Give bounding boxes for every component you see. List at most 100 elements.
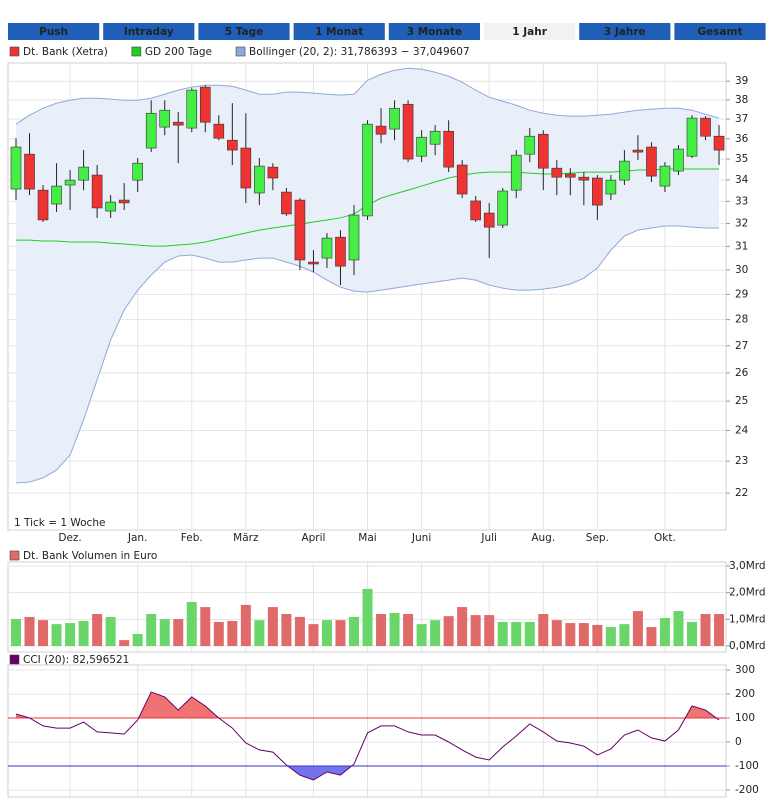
candle-body [145, 112, 157, 149]
volume-bar [227, 620, 238, 646]
volume-bar [294, 616, 305, 646]
y-tick-label: 200 [735, 688, 755, 700]
tab[interactable] [293, 23, 385, 40]
volume-bar [497, 622, 508, 646]
tab-label[interactable]: 1 Monat [315, 26, 363, 38]
volume-bar [65, 623, 76, 646]
tab-label[interactable]: 3 Monate [407, 26, 462, 38]
volume-bar [119, 640, 130, 646]
x-tick-label: Juli [480, 532, 497, 544]
y-tick-label: 0 [735, 736, 742, 748]
volume-bar [646, 627, 657, 646]
tab[interactable] [674, 23, 766, 40]
volume-bar [700, 614, 711, 646]
volume-bar [659, 618, 670, 646]
tab[interactable] [484, 23, 576, 40]
candle-body [700, 117, 711, 137]
candle-body [267, 166, 279, 179]
volume-bar [687, 622, 697, 646]
legend-swatch [235, 46, 246, 57]
y-tick-label: 30 [735, 264, 748, 276]
volume-bar [416, 624, 427, 646]
volume-bar [321, 620, 332, 646]
candle-body [443, 130, 454, 168]
y-tick-label: 39 [735, 75, 748, 87]
x-tick-label: Juni [411, 532, 431, 544]
candle-body [37, 189, 49, 221]
candle-body [375, 125, 387, 135]
x-tick-label: März [233, 532, 259, 544]
tab[interactable] [388, 23, 480, 40]
candle-body [132, 162, 143, 181]
x-tick-label: Feb. [181, 532, 203, 544]
note: 1 Tick = 1 Woche [14, 517, 105, 529]
tab-label[interactable]: 1 Jahr [512, 26, 547, 38]
volume-bar [11, 619, 21, 646]
x-tick-label: Okt. [654, 532, 676, 544]
legend-label: CCI (20): 82,596521 [23, 654, 129, 666]
candle-body [10, 146, 22, 190]
tab[interactable] [579, 23, 671, 40]
y-tick-label: 29 [735, 288, 748, 300]
legend-label: GD 200 Tage [145, 46, 212, 58]
legend-swatch [9, 550, 20, 561]
candle-body [64, 179, 76, 186]
bollinger-lower [15, 225, 720, 484]
x-tick-label: Mai [358, 532, 376, 544]
x-tick-label: April [301, 532, 325, 544]
candle-body [470, 200, 481, 221]
y-tick-label: 34 [735, 174, 749, 186]
volume-bar [213, 622, 224, 646]
candle-body [632, 149, 644, 153]
candle-body [335, 236, 346, 267]
bollinger-upper [15, 67, 720, 125]
volume-bar [24, 616, 35, 646]
y-tick-label: 38 [735, 94, 748, 106]
candle-body [281, 191, 292, 215]
tab[interactable] [103, 23, 195, 40]
candle-body [199, 86, 211, 123]
volume-bar [551, 620, 562, 646]
candle-body [456, 164, 468, 195]
volume-bar [186, 602, 197, 646]
tab[interactable] [198, 23, 290, 40]
candle-body [429, 130, 441, 145]
volume-bar [457, 607, 468, 646]
volume-bar [484, 615, 495, 646]
candle-body [159, 109, 171, 128]
legend-swatch [9, 46, 20, 57]
volume-bar [308, 624, 319, 646]
tab-label[interactable]: Push [39, 26, 68, 38]
volume-bar [240, 604, 251, 646]
candle-body [416, 136, 427, 157]
volume-bar [335, 620, 346, 646]
y-tick-label: 28 [735, 314, 748, 326]
candle-body [348, 214, 360, 261]
volume-bar [51, 624, 62, 646]
candle-body [578, 176, 590, 181]
candle-body [510, 154, 522, 191]
candle-body [524, 135, 536, 155]
candle-body [294, 199, 306, 261]
candle-body [619, 160, 630, 181]
candle-body [172, 121, 184, 126]
x-tick-label: Jan. [127, 532, 148, 544]
cci-area [16, 692, 720, 718]
tab-label[interactable]: Gesamt [697, 26, 742, 38]
y-tick-label: 2,0Mrd [729, 587, 766, 599]
plot-frame [7, 664, 727, 798]
y-tick-label: 23 [735, 455, 748, 467]
tab-label[interactable]: 5 Tage [225, 26, 264, 38]
cci-line [15, 691, 720, 781]
y-tick-label: 1,0Mrd [729, 613, 766, 625]
tab-label[interactable]: Intraday [124, 26, 174, 38]
tab-label[interactable]: 3 Jahre [604, 26, 646, 38]
y-tick-label: 25 [735, 395, 748, 407]
volume-bar [281, 614, 292, 646]
volume-bar [254, 620, 265, 646]
volume-bar [524, 622, 535, 646]
y-tick-label: 300 [735, 664, 755, 676]
tab[interactable] [8, 23, 100, 40]
legend-label: Bollinger (20, 2): 31,786393 − 37,049607 [249, 46, 470, 58]
